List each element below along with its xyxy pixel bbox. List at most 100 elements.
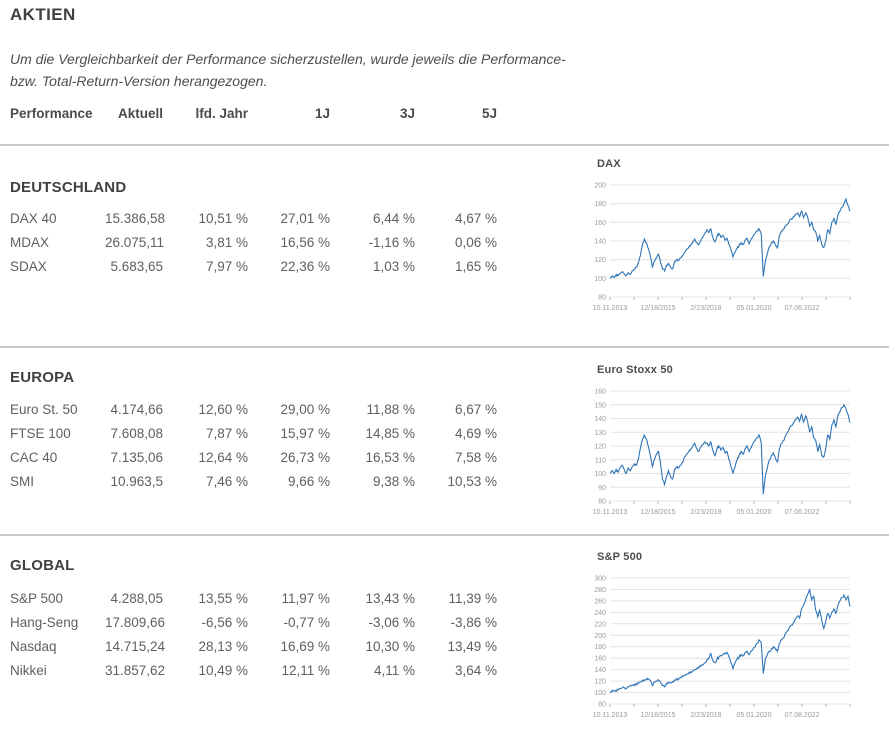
y-axis-tick-label: 120 (594, 679, 606, 686)
euro-stoxx-50-chart: Euro Stoxx 50 80 90 100 110 120 130 140 150 160 1… (586, 364, 868, 529)
y-axis-tick-label: 260 (594, 598, 606, 605)
row-label: SDAX (10, 258, 47, 274)
y-axis-tick-label: 180 (594, 201, 606, 208)
table-rows-europa: Euro St. 50 4.174,66 12,60 % 29,00 % 11,88 %… (10, 397, 497, 493)
row-value: 5.683,65 (110, 258, 163, 274)
col-header-3j: 3J (399, 106, 415, 121)
x-axis-tick-label: 07.08.2022 (784, 712, 819, 719)
y-axis-tick-label: 110 (595, 457, 606, 464)
row-value: 10,49 % (198, 662, 248, 678)
table-row: SMI 10.963,5 7,46 % 9,66 % 9,38 % 10,53 % (10, 469, 497, 493)
row-value: 28,13 % (198, 638, 248, 654)
y-axis-tick-label: 180 (594, 644, 606, 651)
chart-plot-area: 80 100 120 140 160 180 200 10.11.2013 12/18/2015… (593, 183, 851, 312)
row-label: MDAX (10, 234, 50, 250)
x-axis-tick-label: 2/23/2018 (690, 509, 721, 516)
row-value: -1,16 % (368, 234, 415, 250)
row-value: 4,11 % (373, 662, 415, 678)
row-label: CAC 40 (10, 449, 58, 465)
row-value: 15.386,58 (105, 210, 166, 226)
row-value: 4,67 % (454, 210, 497, 226)
row-value: 7,46 % (205, 473, 248, 489)
row-value: 7,87 % (205, 425, 248, 441)
table-row: MDAX 26.075,11 3,81 % 16,56 % -1,16 % 0,06 % (10, 230, 497, 254)
y-axis-tick-label: 90 (598, 485, 606, 492)
x-axis-tick-label: 07.06.2022 (784, 305, 819, 312)
row-value: 10,30 % (365, 638, 415, 654)
row-value: 1,65 % (454, 258, 497, 274)
sp-500-chart: S&P 500 80 100 120 140 160 180 200 220 240 260 280… (586, 551, 868, 732)
row-value: -0,77 % (283, 614, 330, 630)
row-value: 9,38 % (372, 473, 415, 489)
x-axis-tick-label: 07.06.2022 (784, 509, 819, 516)
row-value: 16,69 % (280, 638, 330, 654)
y-axis-tick-label: 120 (594, 444, 606, 451)
x-axis-tick-label: 05.01.2020 (736, 509, 771, 516)
y-axis-tick-label: 80 (598, 295, 606, 302)
row-value: 14,85 % (365, 425, 415, 441)
y-axis-tick-label: 300 (594, 576, 606, 583)
y-axis-tick-label: 130 (594, 430, 606, 437)
row-value: 1,03 % (372, 258, 415, 274)
row-value: 14.715,24 (105, 638, 166, 654)
section-title-europa: EUROPA (10, 369, 75, 386)
chart-title-sp-500: S&P 500 (597, 551, 643, 563)
y-axis-tick-label: 140 (594, 667, 606, 674)
col-header-1j: 1J (314, 106, 330, 121)
y-axis-tick-label: 160 (594, 656, 606, 663)
row-value: 4,69 % (454, 425, 497, 441)
table-row: Nikkei 31.857,62 10,49 % 12,11 % 4,11 % 3,64 … (10, 658, 497, 682)
row-value: 0,06 % (454, 234, 497, 250)
chart-plot-area: 80 100 120 140 160 180 200 220 240 260 280 300 10.11… (593, 576, 851, 719)
row-value: 12,11 % (281, 662, 330, 678)
row-value: 12,60 % (198, 401, 248, 417)
row-value: 3,64 % (454, 662, 497, 678)
chart-plot-area: 80 90 100 110 120 130 140 150 160 10.11.2013 12/18… (593, 389, 851, 516)
row-value: 12,64 % (198, 449, 248, 465)
x-axis-tick-label: 2/23/2018 (690, 712, 721, 719)
table-row: Hang-Seng 17.809,66 -6,56 % -0,77 % -3,06 % -… (10, 610, 497, 634)
row-value: 22,36 % (280, 258, 330, 274)
row-value: 11,97 % (281, 590, 330, 606)
y-axis-tick-label: 100 (594, 276, 606, 283)
table-rows-global: S&P 500 4.288,05 13,55 % 11,97 % 13,43 % 11,3… (10, 586, 497, 682)
x-axis-tick-label: 12/18/2015 (640, 305, 675, 312)
index-performance-line (609, 197, 851, 279)
row-value: 26.075,11 (105, 234, 165, 250)
row-value: 10,53 % (447, 473, 497, 489)
x-axis-tick-label: 10.11.2013 (593, 509, 628, 516)
disclaimer-text: Um die Vergleichbarkeit der Performance … (10, 51, 566, 90)
y-axis-tick-label: 140 (594, 239, 606, 246)
row-label: SMI (10, 473, 35, 489)
row-value: 7,58 % (454, 449, 497, 465)
y-axis-tick-label: 80 (598, 702, 606, 709)
chart-title-euro-stoxx-50: Euro Stoxx 50 (597, 364, 673, 376)
table-rows-deutschland: DAX 40 15.386,58 10,51 % 27,01 % 6,44 % 4,67 … (10, 206, 497, 278)
row-value: 13,55 % (198, 590, 248, 606)
y-axis-tick-label: 100 (594, 471, 606, 478)
row-value: -3,86 % (450, 614, 497, 630)
y-axis-tick-label: 240 (594, 610, 606, 617)
row-value: 7.608,08 (110, 425, 163, 441)
row-value: 26,73 % (280, 449, 330, 465)
row-label: S&P 500 (10, 590, 64, 606)
row-value: 16,56 % (280, 234, 330, 250)
row-label: Nikkei (10, 662, 47, 678)
x-axis-tick-label: 10.11.2013 (593, 305, 628, 312)
row-label: Nasdaq (10, 638, 57, 654)
dax-chart: DAX 80 100 120 140 160 180 200 10.11.2013 12/18/… (586, 158, 868, 325)
row-value: 6,44 % (372, 210, 415, 226)
row-label: DAX 40 (10, 210, 57, 226)
y-axis-tick-label: 160 (594, 220, 606, 227)
row-value: 13,49 % (447, 638, 497, 654)
table-header-row: Performance Aktuell lfd. Jahr 1J 3J 5J (10, 106, 497, 121)
page-title: AKTIEN (10, 5, 76, 24)
row-value: 7,97 % (205, 258, 248, 274)
table-row: DAX 40 15.386,58 10,51 % 27,01 % 6,44 % 4,67 … (10, 206, 497, 230)
header-separator (0, 144, 889, 146)
y-axis-tick-label: 80 (598, 499, 606, 506)
table-row: S&P 500 4.288,05 13,55 % 11,97 % 13,43 % 11,3… (10, 586, 497, 610)
row-value: 16,53 % (365, 449, 415, 465)
row-value: 31.857,62 (105, 662, 166, 678)
x-axis-tick-label: 12/18/2015 (640, 712, 675, 719)
